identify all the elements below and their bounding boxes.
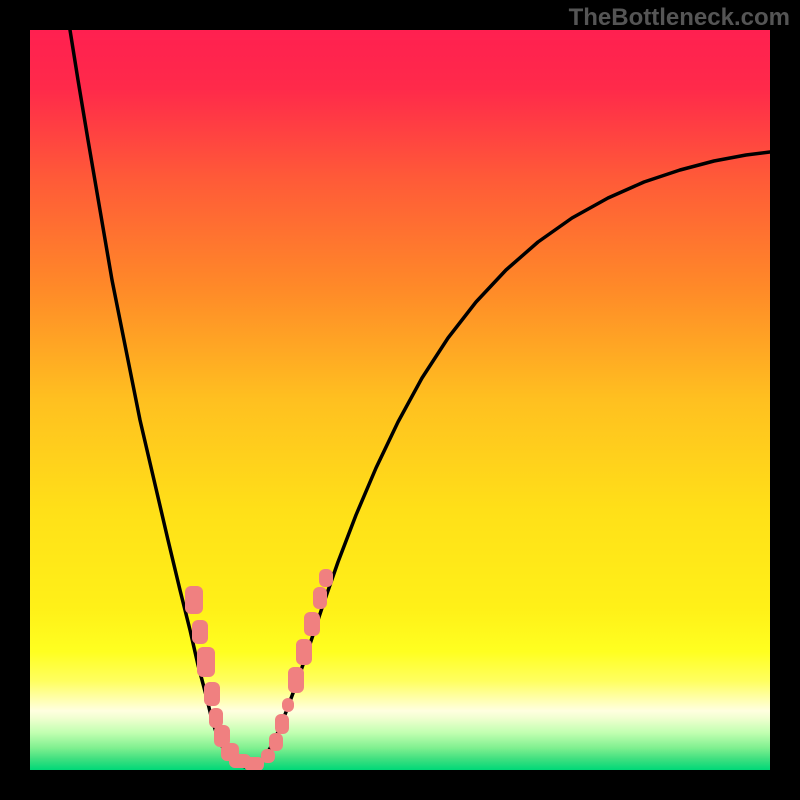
chart-svg	[30, 30, 770, 770]
curve-marker	[304, 612, 320, 636]
plot-area	[30, 30, 770, 770]
curve-marker	[296, 639, 312, 665]
curve-marker	[204, 682, 220, 706]
curve-marker	[185, 586, 203, 614]
curve-marker	[319, 569, 333, 587]
curve-marker	[261, 749, 275, 763]
watermark-text: TheBottleneck.com	[569, 4, 790, 32]
curve-marker	[197, 647, 215, 677]
curve-marker	[244, 757, 264, 770]
chart-background	[30, 30, 770, 770]
curve-marker	[275, 714, 289, 734]
curve-marker	[192, 620, 208, 644]
curve-marker	[288, 667, 304, 693]
curve-marker	[282, 698, 294, 712]
outer-frame: TheBottleneck.com	[0, 0, 800, 800]
curve-marker	[269, 733, 283, 751]
curve-marker	[313, 587, 327, 609]
